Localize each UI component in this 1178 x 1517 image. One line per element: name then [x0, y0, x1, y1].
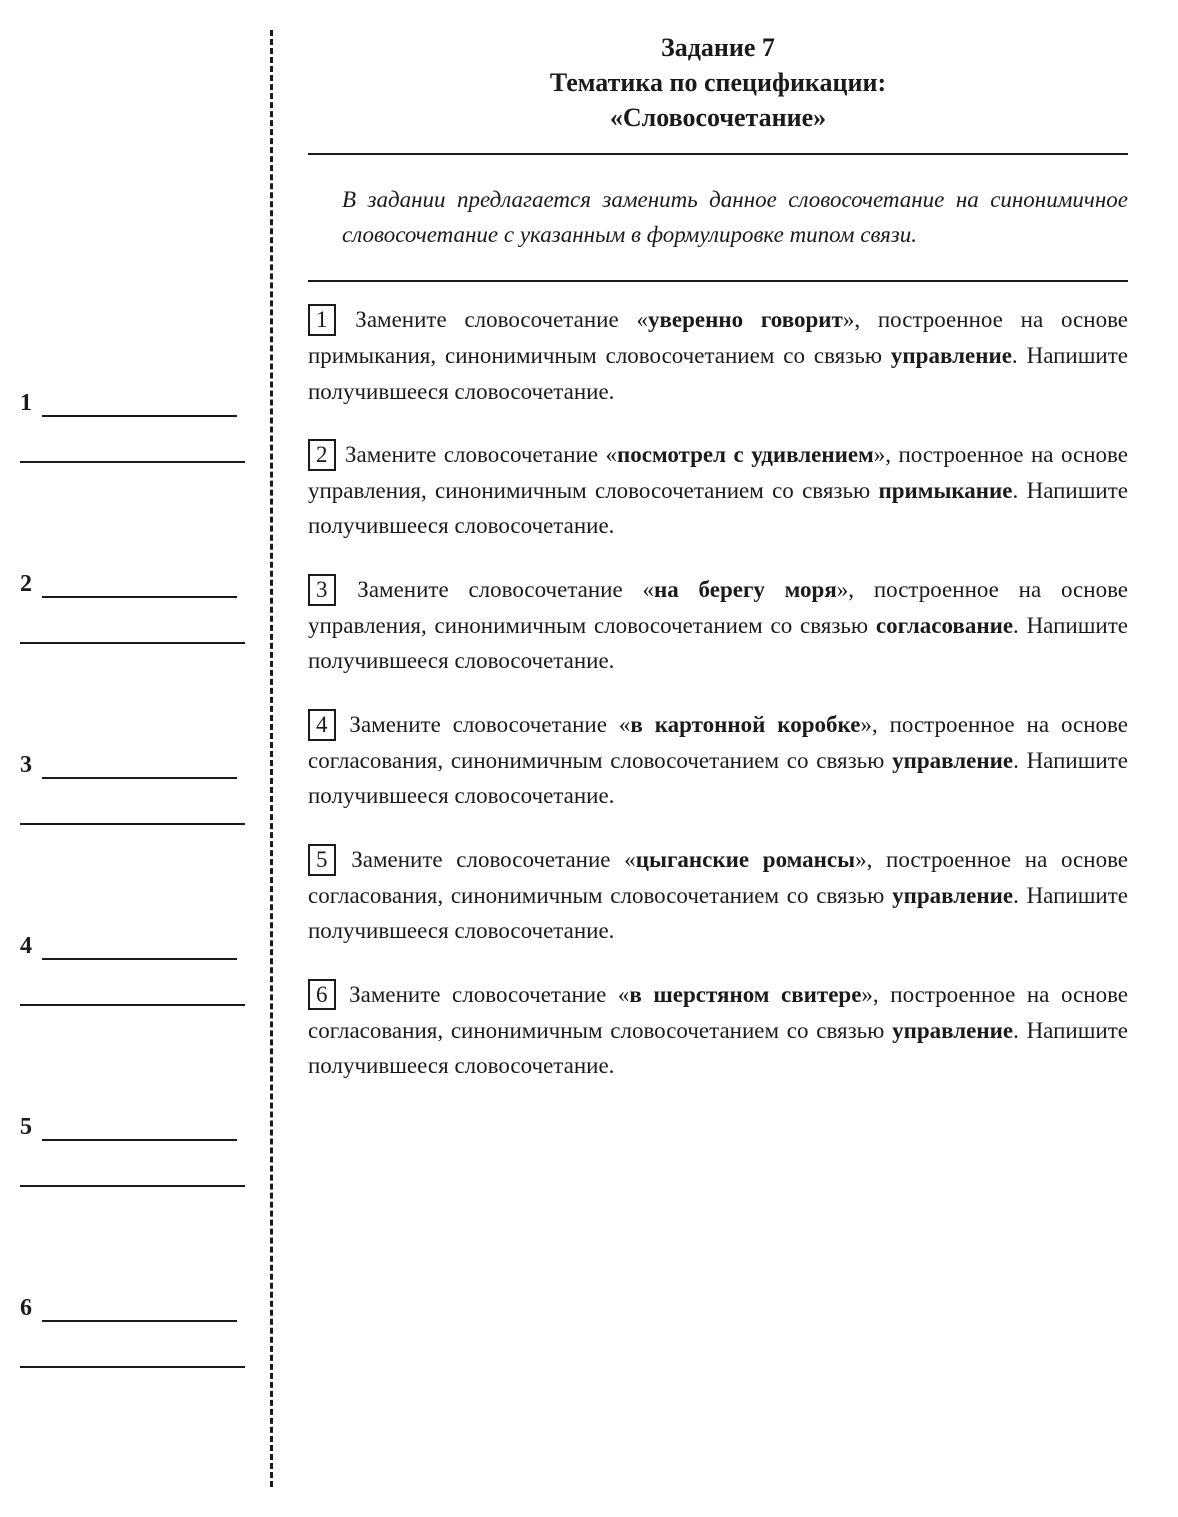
question-text: Замените словосочетание « [338, 712, 631, 737]
question-item: 2 Замените словосочетание «посмотрел с у… [308, 437, 1128, 544]
answer-line[interactable] [42, 415, 237, 417]
question-number-box: 1 [308, 304, 336, 336]
question-number-box: 4 [308, 709, 336, 741]
question-bold: цыганские романсы [636, 847, 855, 872]
answer-number: 3 [20, 752, 32, 779]
answer-line[interactable] [42, 777, 237, 779]
question-item: 4 Замените словосочетание «в картонной к… [308, 707, 1128, 814]
answer-number: 1 [20, 390, 32, 417]
question-number-box: 5 [308, 844, 336, 876]
answer-slot: 6 [20, 1295, 245, 1368]
answer-slot: 4 [20, 933, 245, 1006]
answer-slot: 1 [20, 390, 245, 463]
question-item: 6 Замените словосочетание «в шерстяном с… [308, 977, 1128, 1084]
answer-number: 2 [20, 571, 32, 598]
answer-margin: 1 2 3 4 5 6 [20, 30, 270, 1487]
answer-line[interactable] [42, 1139, 237, 1141]
question-bold: посмотрел с удивлени­ем [617, 442, 874, 467]
answer-number: 4 [20, 933, 32, 960]
answer-line[interactable] [42, 1320, 237, 1322]
answer-line[interactable] [20, 642, 245, 644]
answer-slot: 2 [20, 571, 245, 644]
question-text: Замените словосочетание « [338, 982, 630, 1007]
question-bold: управление [891, 343, 1012, 368]
question-bold: согласование [876, 613, 1013, 638]
question-number-box: 6 [308, 979, 336, 1011]
question-bold: примыкание [878, 478, 1012, 503]
question-bold: управление [892, 1018, 1013, 1043]
answer-number: 6 [20, 1295, 32, 1322]
question-bold: в шерстяном свитере [629, 982, 861, 1007]
question-text: Замените словосочетание « [338, 847, 636, 872]
content-column: Задание 7 Тематика по спецификации: «Сло… [273, 30, 1128, 1487]
question-item: 1 Замените словосочетание «уверенно гово… [308, 302, 1128, 409]
question-number-box: 2 [308, 439, 336, 471]
intro-text: В задании предлагается заменить данное с… [308, 155, 1128, 280]
question-number-box: 3 [308, 574, 336, 606]
worksheet-page: 1 2 3 4 5 6 [0, 0, 1178, 1517]
question-text: Замените словосочетание « [338, 577, 654, 602]
answer-line[interactable] [20, 1004, 245, 1006]
answer-slot: 5 [20, 1114, 245, 1187]
title-line: Тематика по спецификации: [308, 65, 1128, 100]
question-item: 3 Замените словосочетание «на берегу мор… [308, 572, 1128, 679]
questions-list: 1 Замените словосочетание «уверенно гово… [308, 282, 1128, 1084]
question-bold: управление [892, 883, 1013, 908]
answer-line[interactable] [20, 823, 245, 825]
question-text: Замените словосочетание « [338, 442, 618, 467]
answer-slot: 3 [20, 752, 245, 825]
title-line: «Словосочетание» [308, 100, 1128, 135]
question-bold: в картонной коробке [630, 712, 860, 737]
title-block: Задание 7 Тематика по спецификации: «Сло… [308, 30, 1128, 135]
answer-line[interactable] [20, 1185, 245, 1187]
question-bold: уверенно говорит [648, 307, 843, 332]
question-bold: на берегу моря [654, 577, 837, 602]
answer-line[interactable] [20, 461, 245, 463]
question-bold: управление [892, 748, 1013, 773]
answer-number: 5 [20, 1114, 32, 1141]
question-item: 5 Замените словосочетание «цыганские ром… [308, 842, 1128, 949]
answer-line[interactable] [42, 958, 237, 960]
title-line: Задание 7 [308, 30, 1128, 65]
answer-line[interactable] [20, 1366, 245, 1368]
answer-line[interactable] [42, 596, 237, 598]
question-text: Замените словосочетание « [338, 307, 648, 332]
